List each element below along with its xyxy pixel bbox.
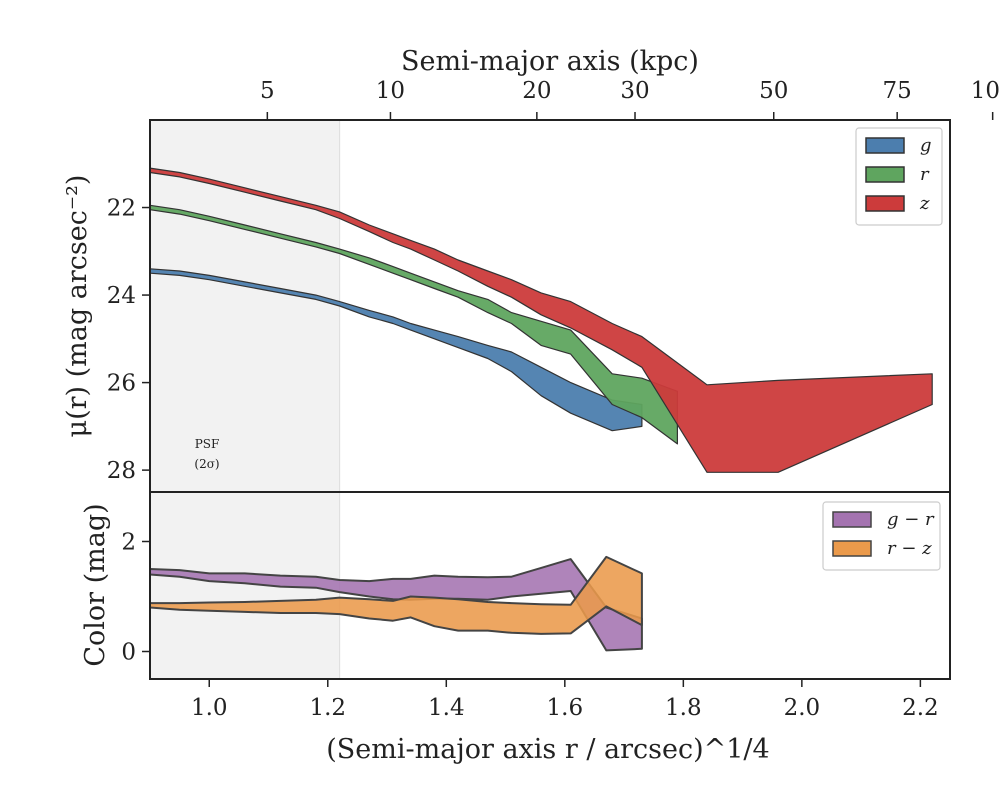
x-tick-label: 1.0: [191, 695, 228, 721]
x-tick-label: 1.8: [665, 695, 702, 721]
x-tick-label: 1.2: [309, 695, 346, 721]
legend-label-r-z: r − z: [887, 538, 932, 559]
x-tick-label: 2.0: [784, 695, 821, 721]
legend-label-g-r: g − r: [887, 509, 935, 530]
psf-label: PSF: [195, 437, 220, 451]
top-tick-label: 75: [883, 78, 912, 104]
legend-swatch-z: [865, 195, 905, 212]
legend-label-r: r: [920, 164, 930, 185]
y-axis-title-top: μ(r) (mag arcsec⁻²): [62, 175, 93, 438]
top-axis-title: Semi-major axis (kpc): [401, 46, 699, 77]
x-axis-title: (Semi-major axis r / arcsec)^1/4: [326, 734, 769, 765]
x-tick-label: 2.2: [902, 695, 939, 721]
legend-swatch-r: [865, 166, 905, 183]
y-tick-label-top: 22: [107, 196, 136, 222]
x-tick-label: 1.4: [428, 695, 465, 721]
top-tick-label: 50: [759, 78, 788, 104]
top-tick-label: 20: [522, 78, 551, 104]
bottom-panel-frame: [149, 491, 951, 680]
color-series: [149, 555, 643, 652]
series-band-g-r: [149, 558, 643, 652]
y-tick-label-top: 26: [107, 371, 136, 397]
series-band-r-z: [149, 555, 643, 635]
top-tick-label: 30: [620, 78, 649, 104]
series-band-r: [149, 204, 678, 445]
x-tick-label: 1.6: [547, 695, 584, 721]
legend-top: grz: [855, 127, 943, 226]
top-tick-label: 10: [376, 78, 405, 104]
series-band-g: [149, 268, 643, 432]
y-tick-label-top: 28: [107, 458, 136, 484]
y-axis-title-bottom: Color (mag): [80, 503, 111, 666]
legend-label-z: z: [919, 193, 930, 214]
legend-swatch-g-r: [832, 511, 872, 528]
axes: 1.0 1.2 1.4 1.6 1.8 2.0 2.2 22 24 26 28 0 2 5 10 20 30 50…: [107, 78, 1000, 721]
legend-label-g: g: [920, 135, 932, 156]
y-tick-label-top: 24: [107, 283, 136, 309]
series-band-z: [149, 167, 933, 473]
legend-bottom: g − r r − z: [822, 501, 941, 571]
top-tick-label: 100: [971, 78, 1000, 104]
psf-region-top: [150, 120, 340, 492]
legend-swatch-r-z: [832, 540, 872, 557]
y-tick-label-bottom: 0: [121, 640, 136, 666]
y-tick-label-bottom: 2: [121, 530, 136, 556]
top-tick-label: 5: [260, 78, 275, 104]
legend-swatch-g: [865, 137, 905, 154]
psf-sigma-label: (2σ): [194, 457, 219, 471]
surface-brightness-series: [149, 167, 933, 473]
